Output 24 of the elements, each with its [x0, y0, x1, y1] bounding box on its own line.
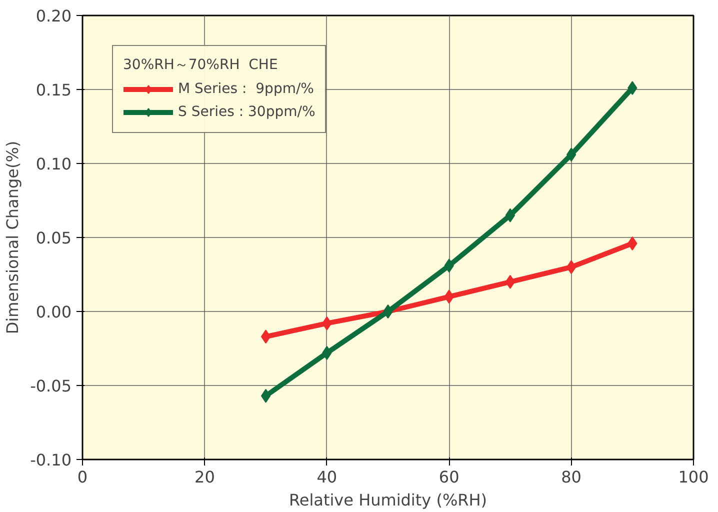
point [260, 330, 271, 344]
point [505, 208, 516, 222]
point [505, 274, 516, 289]
y-tick-label: -0.10 [30, 450, 72, 470]
x-tick-label: 40 [316, 468, 338, 486]
x-tick-label: 80 [561, 468, 582, 486]
point [566, 260, 576, 274]
legend-label: M Series : 9ppm/% [178, 81, 314, 97]
point [260, 388, 271, 403]
y-tick-label: 0.15 [36, 80, 72, 100]
x-axis-title: Relative Humidity (%RH) [288, 490, 488, 510]
point [566, 148, 576, 162]
legend-label: S Series : 30ppm/% [178, 104, 316, 120]
y-tick-label: -0.05 [30, 376, 72, 396]
legend-title: 30%RH～70%RH CHE [123, 56, 279, 74]
x-tick-label: 20 [194, 468, 215, 486]
y-tick-label: 0.05 [36, 228, 72, 248]
x-tick-label: 0 [77, 468, 88, 486]
y-axis-title: Dimensional Change(%) [3, 140, 22, 334]
y-tick-label: 0.00 [36, 302, 72, 322]
y-tick-label: 0.10 [36, 154, 72, 174]
x-tick-label: 100 [678, 468, 709, 486]
y-tick-label: 0.20 [36, 6, 72, 26]
x-tick-label: 60 [438, 468, 460, 486]
